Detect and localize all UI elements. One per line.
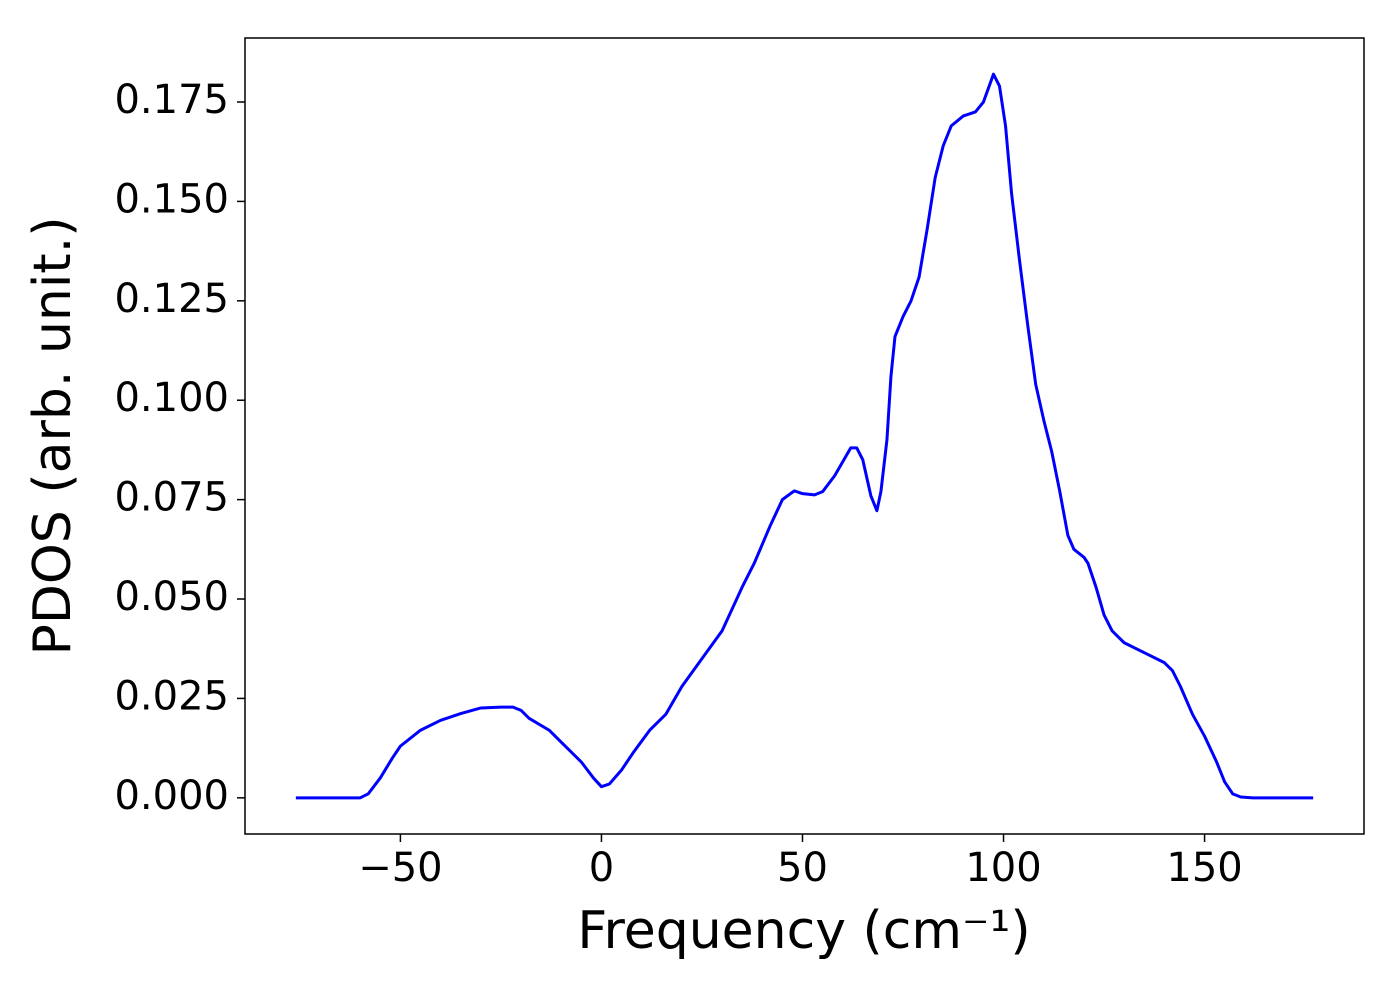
y-tick-label: 0.075 xyxy=(114,475,229,521)
x-tick-label: 150 xyxy=(1166,845,1242,891)
y-tick-label: 0.175 xyxy=(114,77,229,123)
y-tick-label: 0.100 xyxy=(114,375,229,421)
x-tick-label: 0 xyxy=(589,845,614,891)
x-tick-label: 100 xyxy=(965,845,1041,891)
x-tick-label: 50 xyxy=(777,845,828,891)
x-axis-label: Frequency (cm⁻¹) xyxy=(577,901,1030,961)
y-tick-label: 0.025 xyxy=(114,673,229,719)
y-tick-label: 0.125 xyxy=(114,276,229,322)
x-tick-label: −50 xyxy=(358,845,442,891)
y-axis-label: PDOS (arb. unit.) xyxy=(23,216,83,655)
line-series xyxy=(295,72,1314,800)
plot-frame xyxy=(244,37,1365,835)
y-tick-label: 0.000 xyxy=(114,773,229,819)
y-tick-label: 0.050 xyxy=(114,574,229,620)
y-tick-label: 0.150 xyxy=(114,176,229,222)
